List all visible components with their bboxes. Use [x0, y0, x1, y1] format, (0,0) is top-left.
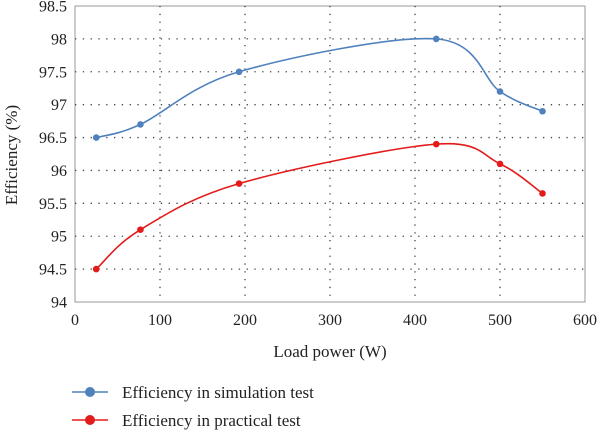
data-point-series-0 [137, 121, 144, 128]
data-point-series-0 [539, 107, 546, 115]
y-tick-label: 96 [51, 163, 67, 180]
data-point-series-0 [92, 134, 100, 141]
y-tick-label: 94.5 [39, 262, 67, 279]
data-point-series-1 [235, 180, 243, 187]
y-axis-title: Efficiency (%) [2, 105, 21, 205]
series-layer [92, 35, 546, 273]
x-tick-label: 300 [318, 312, 342, 329]
x-tick-label: 600 [573, 312, 597, 329]
y-tick-label: 97 [51, 97, 67, 114]
y-tick-label: 94 [51, 295, 67, 312]
data-point-series-0 [496, 88, 504, 95]
x-tick-label: 200 [233, 312, 257, 329]
y-tick-label: 97.5 [39, 64, 67, 81]
x-tick-label: 400 [403, 312, 427, 329]
legend-label-1: Efficiency in practical test [122, 411, 301, 430]
legend: Efficiency in simulation test Efficiency … [72, 383, 314, 430]
data-point-series-0 [235, 68, 243, 76]
x-tick-label: 0 [71, 312, 79, 329]
plot-area [74, 5, 586, 303]
legend-marker-1 [85, 415, 95, 425]
data-point-series-1 [432, 140, 440, 148]
y-tick-label: 95 [51, 229, 67, 246]
data-point-series-1 [496, 160, 504, 168]
y-tick-label: 95.5 [39, 196, 67, 213]
x-tick-label: 500 [488, 312, 512, 329]
x-axis-title: Load power (W) [273, 342, 386, 361]
y-tick-label: 96.5 [39, 130, 67, 147]
legend-label-0: Efficiency in simulation test [122, 383, 314, 402]
legend-marker-0 [85, 387, 95, 397]
data-point-series-0 [432, 35, 440, 43]
data-point-series-1 [137, 226, 144, 233]
data-point-series-1 [92, 265, 100, 273]
data-point-series-1 [539, 190, 546, 197]
tick-labels: 0 100 200 300 400 500 600 94 94.5 95 95.5 96 96.5 97 9… [39, 0, 597, 329]
y-tick-label: 98 [51, 31, 67, 48]
y-tick-label: 98.5 [39, 0, 67, 16]
x-tick-label: 100 [148, 312, 172, 329]
